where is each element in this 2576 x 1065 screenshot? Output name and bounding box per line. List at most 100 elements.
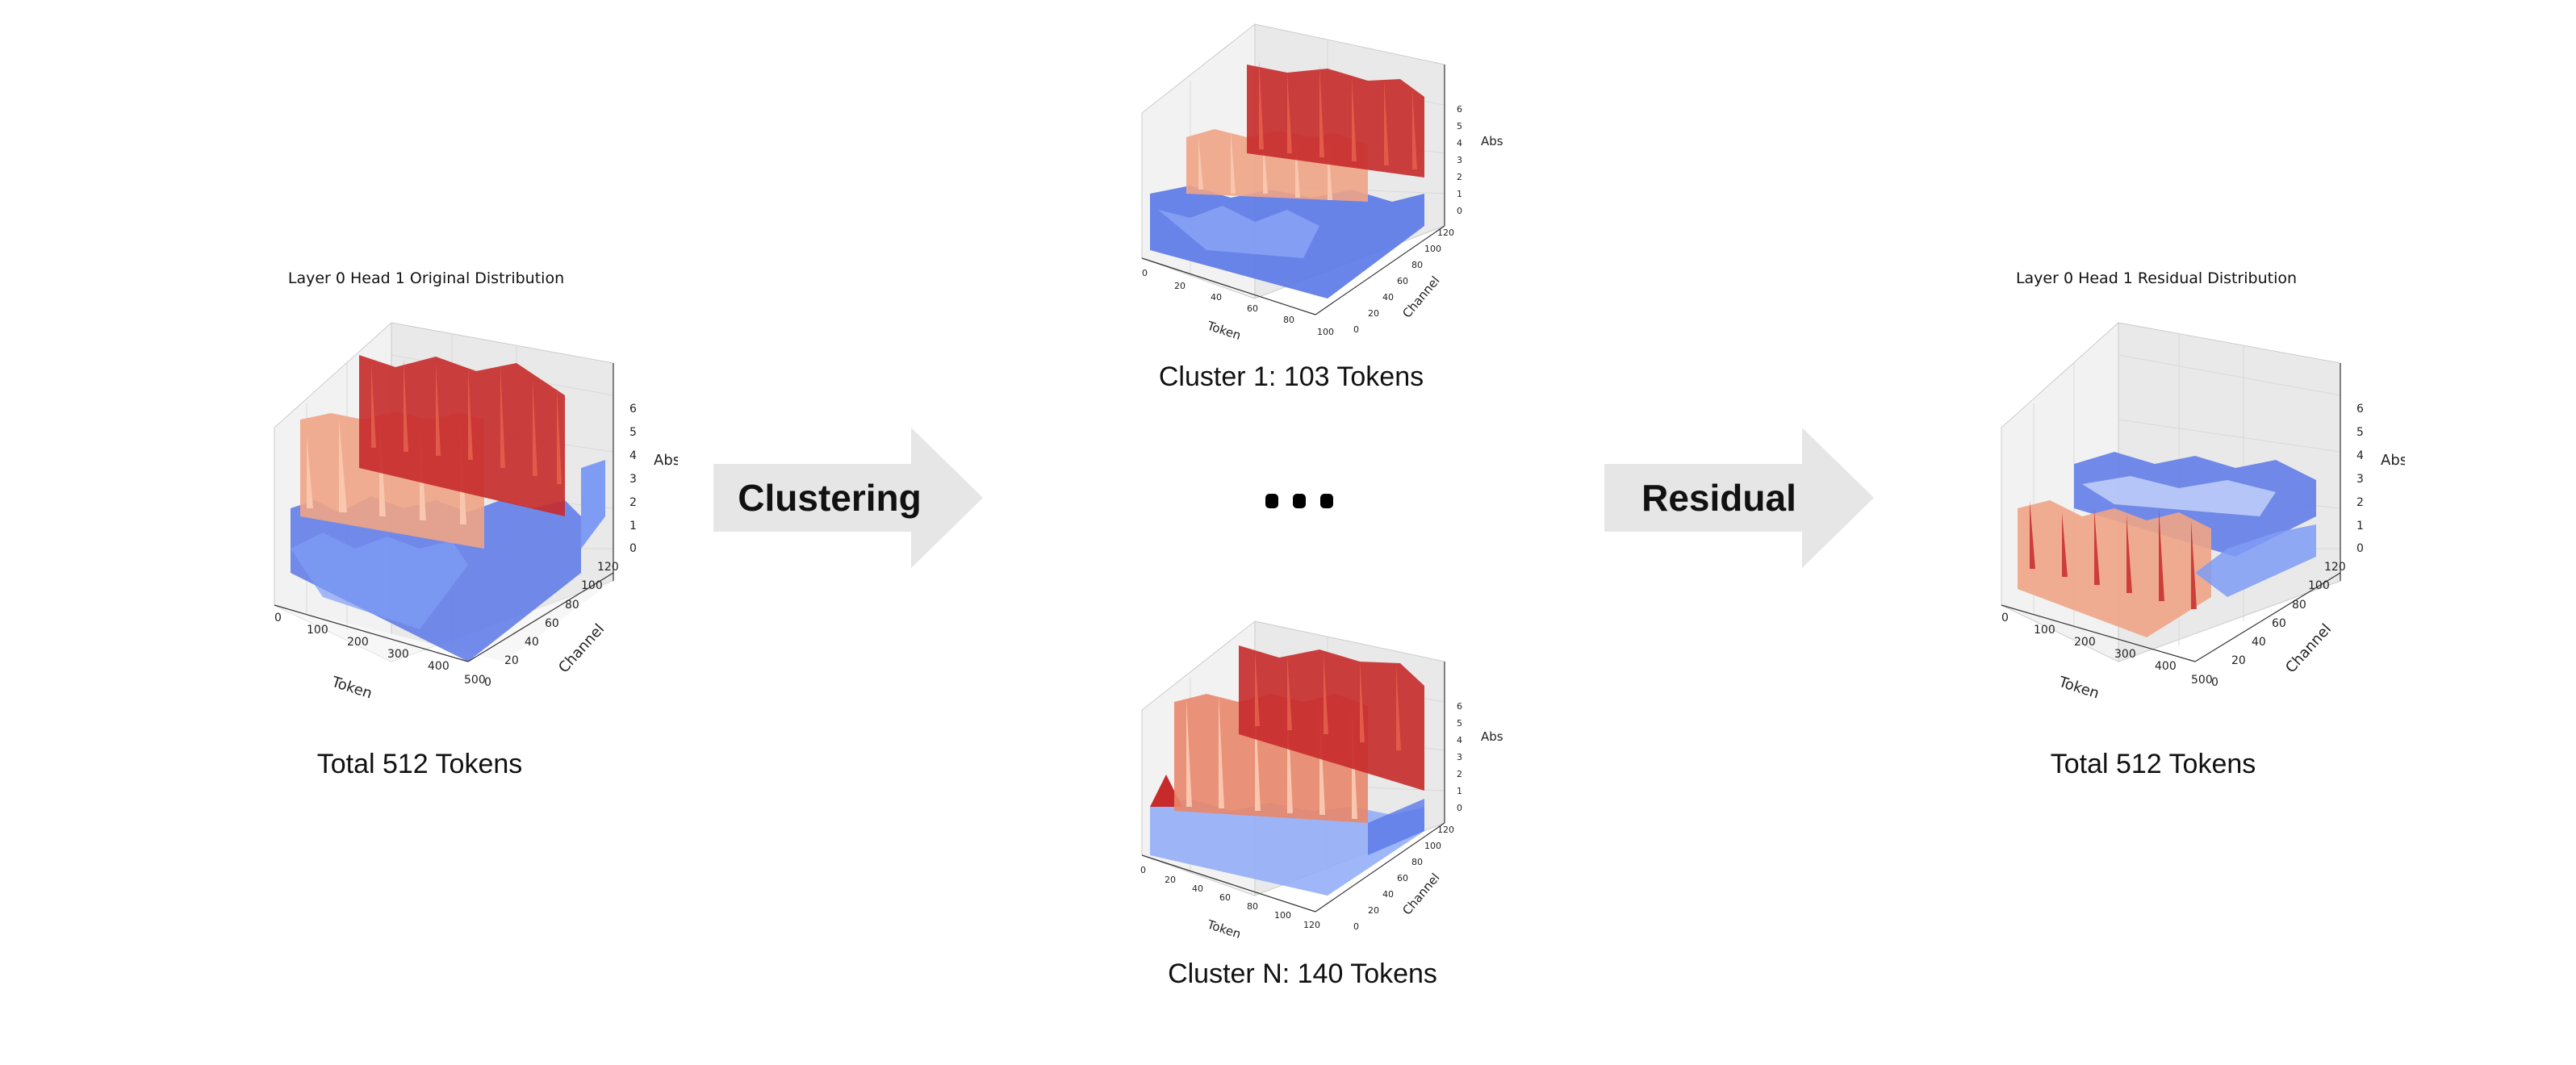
clusterN-z-tick: 0	[1457, 803, 1462, 813]
cluster1-x-tick: 20	[1174, 281, 1186, 291]
clusterN-x-tick: 20	[1165, 875, 1176, 885]
original-y-tick: 120	[597, 561, 619, 574]
clusterN-z-tick: 6	[1457, 701, 1462, 712]
cluster1-y-tick: 60	[1397, 276, 1408, 286]
cluster1-x-tick: 40	[1211, 292, 1222, 303]
clusterN-caption: Cluster N: 140 Tokens	[1168, 958, 1437, 989]
residual-caption: Total 512 Tokens	[2050, 749, 2256, 779]
original-x-tick: 200	[347, 636, 369, 649]
clusterN-y-tick: 40	[1382, 889, 1394, 900]
clusterN-z-ticks: 0 1 2 3 4 5 6	[1457, 701, 1462, 813]
original-x-tick: 500	[464, 674, 486, 687]
clusterN-x-ticks: 0 20 40 60 80 100 120	[1140, 865, 1320, 930]
original-surface	[291, 355, 605, 662]
original-x-label: Token	[329, 673, 374, 702]
cluster1-x-tick: 60	[1247, 303, 1258, 314]
residual-z-tick: 4	[2356, 449, 2364, 462]
cluster1-axes	[1141, 65, 1445, 315]
cluster1-caption: Cluster 1: 103 Tokens	[1158, 361, 1424, 392]
residual-x-tick: 500	[2191, 674, 2213, 687]
residual-z-tick: 2	[2356, 496, 2364, 509]
clusterN-x-label: Token	[1205, 917, 1243, 942]
residual-z-tick: 5	[2356, 426, 2364, 439]
residual-x-label: Token	[2056, 673, 2101, 702]
original-x-tick: 100	[307, 624, 328, 637]
original-y-tick: 20	[504, 654, 519, 667]
original-y-tick: 60	[545, 617, 559, 630]
original-y-tick: 0	[484, 676, 491, 689]
clustering-arrow-label: Clustering	[738, 477, 922, 519]
residual-y-tick: 60	[2272, 617, 2286, 630]
cluster1-z-tick: 0	[1457, 206, 1462, 216]
clusterN-y-ticks: 0 20 40 60 80 100 120	[1353, 825, 1454, 932]
original-x-tick: 400	[428, 660, 450, 673]
cluster1-z-label: Abs	[1481, 134, 1503, 148]
clusterN-z-tick: 4	[1457, 735, 1462, 746]
clusterN-y-tick: 0	[1353, 921, 1359, 932]
original-z-ticks: 0 1 2 3 4 5 6	[629, 403, 637, 555]
cluster1-x-ticks: 0 20 40 60 80 100	[1142, 268, 1334, 337]
residual-z-label: Abs	[2381, 452, 2405, 469]
residual-surface-plot: 0 100 200 300 400 500 Token 0 20 40 60 8…	[2001, 321, 2405, 703]
cluster1-x-tick: 100	[1317, 327, 1334, 337]
clusterN-surface	[1150, 645, 1424, 896]
residual-axes	[2001, 363, 2341, 662]
original-z-tick: 4	[629, 449, 637, 462]
residual-y-tick: 40	[2252, 636, 2266, 649]
residual-x-tick: 400	[2155, 660, 2177, 673]
clusterN-surface-plot: 0 20 40 60 80 100 120 Token 0 20 40 60 8…	[1140, 620, 1503, 942]
residual-plot-title: Layer 0 Head 1 Residual Distribution	[2015, 269, 2298, 287]
residual-z-tick: 3	[2356, 473, 2364, 486]
clusterN-x-tick: 40	[1192, 883, 1203, 894]
clusterN-x-tick: 0	[1140, 865, 1146, 875]
residual-x-tick: 0	[2001, 612, 2009, 624]
cluster1-z-tick: 4	[1457, 138, 1462, 148]
clusterN-axes	[1141, 662, 1445, 913]
cluster1-y-ticks: 0 20 40 60 80 100 120	[1353, 228, 1454, 335]
ellipsis-icon	[1265, 494, 1333, 508]
cluster1-y-tick: 0	[1353, 324, 1359, 335]
original-surface-plot: 0 100 200 300 400 500 Token 0 20 40 60 8…	[274, 321, 678, 703]
clusterN-y-tick: 60	[1397, 873, 1408, 883]
residual-y-label: Channel	[2282, 620, 2335, 676]
residual-x-tick: 200	[2074, 636, 2096, 649]
cluster1-surface	[1150, 61, 1424, 299]
clusterN-x-tick: 100	[1274, 910, 1291, 921]
cluster1-y-tick: 20	[1368, 308, 1379, 319]
residual-y-ticks: 0 20 40 60 80 100 120	[2211, 561, 2346, 689]
clusterN-z-label: Abs	[1481, 729, 1503, 744]
residual-y-tick: 0	[2211, 676, 2218, 689]
cluster1-z-tick: 5	[1457, 121, 1462, 132]
original-z-tick: 5	[629, 426, 637, 439]
residual-y-tick: 20	[2231, 654, 2246, 667]
original-z-label: Abs	[654, 452, 678, 469]
residual-y-tick: 120	[2324, 561, 2346, 574]
original-z-tick: 1	[629, 520, 637, 532]
cluster1-z-tick: 2	[1457, 172, 1462, 182]
clusterN-y-tick: 120	[1437, 825, 1454, 835]
residual-z-tick: 6	[2356, 403, 2364, 416]
original-y-tick: 40	[525, 636, 539, 649]
cluster1-surface-plot: 0 20 40 60 80 100 Token 0 20 40 60 80 10…	[1141, 23, 1503, 343]
cluster1-z-ticks: 0 1 2 3 4 5 6	[1457, 104, 1462, 216]
cluster1-y-tick: 100	[1424, 244, 1441, 254]
original-x-ticks: 0 100 200 300 400 500	[274, 612, 486, 687]
cluster1-z-tick: 3	[1457, 155, 1462, 165]
original-x-tick: 300	[387, 648, 409, 661]
clusterN-z-tick: 3	[1457, 752, 1462, 762]
residual-arrow-label: Residual	[1641, 477, 1796, 519]
clustering-arrow	[713, 428, 983, 568]
residual-x-tick: 300	[2114, 648, 2136, 661]
original-x-tick: 0	[274, 612, 282, 624]
clusterN-y-tick: 100	[1424, 841, 1441, 851]
residual-y-tick: 80	[2292, 599, 2306, 612]
original-plot-title: Layer 0 Head 1 Original Distribution	[287, 269, 565, 287]
residual-z-ticks: 0 1 2 3 4 5 6	[2356, 403, 2364, 555]
clusterN-z-tick: 2	[1457, 769, 1462, 779]
original-y-tick: 80	[565, 599, 579, 612]
residual-y-tick: 100	[2308, 579, 2330, 592]
residual-x-tick: 100	[2034, 624, 2055, 637]
original-axes	[274, 363, 614, 662]
original-y-label: Channel	[555, 620, 608, 676]
clusterN-x-tick: 60	[1219, 892, 1231, 903]
